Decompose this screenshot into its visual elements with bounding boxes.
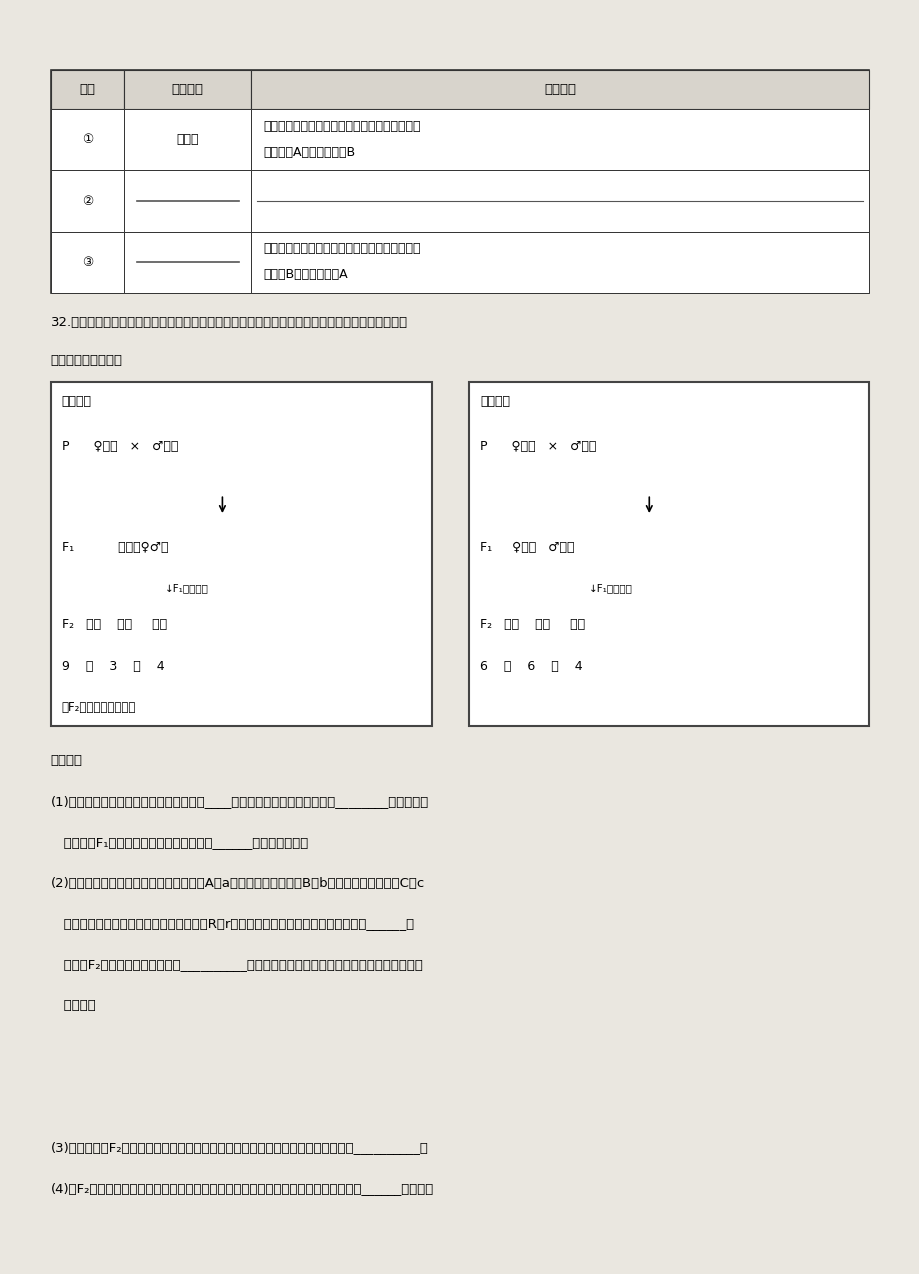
Bar <box>251 171 868 232</box>
Bar <box>124 171 251 232</box>
Text: F₂   长翅    小翅     残翅: F₂ 长翅 小翅 残翅 <box>480 618 584 631</box>
Text: ①: ① <box>82 134 93 147</box>
Text: F₂   长翅    小翅     残翅: F₂ 长翅 小翅 残翅 <box>62 618 166 631</box>
Bar <box>51 171 124 232</box>
Text: 9    ：    3    ：    4: 9 ： 3 ： 4 <box>62 660 165 673</box>
Bar <box>51 70 124 110</box>
Bar <box>469 382 868 726</box>
Text: F₁           长翅（♀♂）: F₁ 长翅（♀♂） <box>62 541 168 554</box>
Bar <box>124 110 251 171</box>
Bar <box>51 70 868 293</box>
Text: ↓F₁雌雄交配: ↓F₁雌雄交配 <box>165 583 209 594</box>
Text: (2)若基因位于常染色体上，第一对基因以A、a表示，第二对基因以B、b表示，第三对基因以C、c: (2)若基因位于常染色体上，第一对基因以A、a表示，第二对基因以B、b表示，第三… <box>51 877 425 889</box>
Text: ↓F₁雌雄交配: ↓F₁雌雄交配 <box>589 583 632 594</box>
Text: 均收缩: 均收缩 <box>176 134 199 147</box>
Bar <box>51 232 124 293</box>
Text: 实验结果: 实验结果 <box>172 83 203 96</box>
Text: 请回答：: 请回答： <box>51 754 83 767</box>
Bar <box>124 232 251 293</box>
Text: 坐骨神经A传入坐骨神经B: 坐骨神经A传入坐骨神经B <box>263 145 356 158</box>
Bar <box>251 70 868 110</box>
Text: 32.黑腹过硬的翅型有很多种，实验常用的有长翅、小翅和残翅。现用纯种小翅果蝇和纯种残翅果蝇: 32.黑腹过硬的翅型有很多种，实验常用的有长翅、小翅和残翅。现用纯种小翅果蝇和纯… <box>51 316 407 329</box>
Text: 杂交二：: 杂交二： <box>480 395 510 408</box>
Text: P      ♀残翅   ×   ♂小翅: P ♀残翅 × ♂小翅 <box>62 440 177 452</box>
Text: (1)由杂交一、二可知控制翅型的基因位于____对同源染色体上，其遗传符合________定律。两杂: (1)由杂交一、二可知控制翅型的基因位于____对同源染色体上，其遗传符合___… <box>51 795 428 808</box>
Text: 杂交一：: 杂交一： <box>62 395 92 408</box>
Text: 进行如下杂交实验。: 进行如下杂交实验。 <box>51 354 122 367</box>
Text: 表示，以此类推，若位于性染色体上，以R、r表示。请写出杂交一中两亲本的基因型______，: 表示，以此类推，若位于性染色体上，以R、r表示。请写出杂交一中两亲本的基因型__… <box>51 917 414 930</box>
Text: 思路: 思路 <box>79 83 96 96</box>
Text: （F₂中小翅均为雄性）: （F₂中小翅均为雄性） <box>62 701 136 713</box>
Text: 在完整蛙后肢上有感受器，且神经冲动可以从坐: 在完整蛙后肢上有感受器，且神经冲动可以从坐 <box>263 242 421 255</box>
Bar <box>251 232 868 293</box>
Text: (3)若杂交一的F₂中出现了一只小翅雌蝇，经分析染色体组型正常，则可能的原因是__________。: (3)若杂交一的F₂中出现了一只小翅雌蝇，经分析染色体组型正常，则可能的原因是_… <box>51 1142 428 1154</box>
Text: ②: ② <box>82 195 93 208</box>
Text: (4)若F₂中的全部果蝇放入自然环境饲养，小翅和残翅果蝇比例会明显降低，此现象是______的结果。: (4)若F₂中的全部果蝇放入自然环境饲养，小翅和残翅果蝇比例会明显降低，此现象是… <box>51 1182 434 1195</box>
Text: F₁     ♀长翅   ♂小翅: F₁ ♀长翅 ♂小翅 <box>480 541 574 554</box>
Text: 6    ：    6    ：    4: 6 ： 6 ： 4 <box>480 660 583 673</box>
Text: 写配子）: 写配子） <box>51 999 96 1012</box>
Text: 原因分析: 原因分析 <box>544 83 575 96</box>
Bar <box>51 382 432 726</box>
Text: 骨神经B传入坐骨神经A: 骨神经B传入坐骨神经A <box>263 268 347 282</box>
Text: ③: ③ <box>82 256 93 269</box>
Bar <box>124 70 251 110</box>
Text: 神经冲动在坐骨神上的传导是双向的，且可以从: 神经冲动在坐骨神上的传导是双向的，且可以从 <box>263 120 421 132</box>
Bar <box>251 110 868 171</box>
Bar <box>51 110 124 171</box>
Text: P      ♀小翅   ×   ♂残翅: P ♀小翅 × ♂残翅 <box>480 440 596 452</box>
Text: 交实验的F₁中长翅雌果蝇基因型是否相同______（相同、不同）: 交实验的F₁中长翅雌果蝇基因型是否相同______（相同、不同） <box>51 836 308 848</box>
Text: 杂交二F₂雌蝇的表现型及比例为__________。请写出杂交二中亲代到子一代的遗传图解（要求: 杂交二F₂雌蝇的表现型及比例为__________。请写出杂交二中亲代到子一代的… <box>51 958 422 971</box>
